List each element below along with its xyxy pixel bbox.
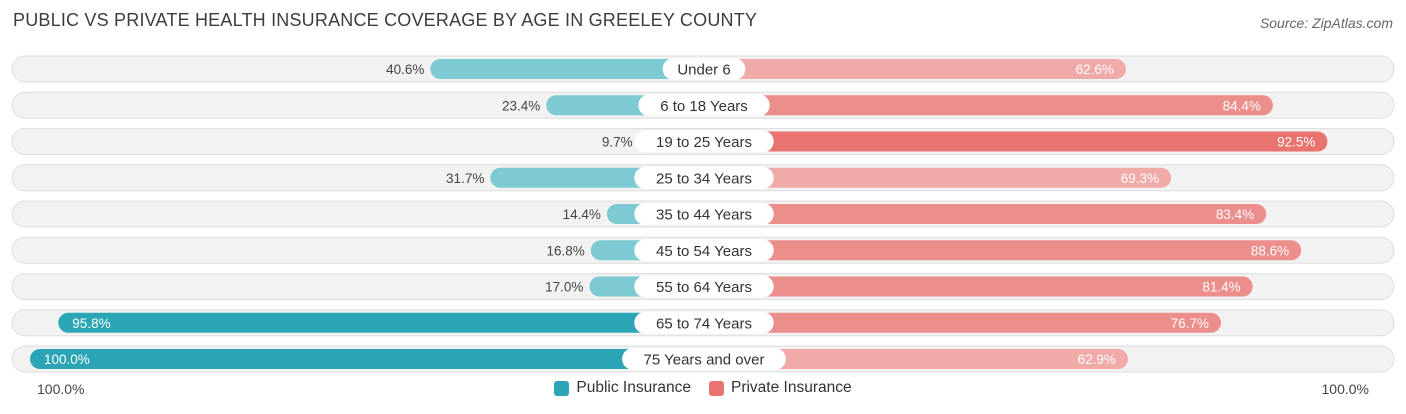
public-value-label: 17.0% (545, 280, 583, 295)
private-value-label: 88.6% (1251, 243, 1289, 258)
category-label: 55 to 64 Years (656, 279, 752, 296)
chart-title: PUBLIC VS PRIVATE HEALTH INSURANCE COVER… (13, 10, 758, 30)
public-value-label: 16.8% (546, 243, 584, 258)
category-label: 25 to 34 Years (656, 170, 752, 187)
private-value-label: 76.7% (1171, 316, 1209, 331)
private-bar (704, 204, 1267, 224)
public-bar (30, 349, 704, 369)
legend-swatch-public (554, 380, 570, 396)
legend-item-public[interactable]: Public Insurance (554, 379, 691, 397)
category-label: 45 to 54 Years (656, 243, 752, 260)
private-value-label: 62.9% (1078, 352, 1116, 367)
chart-svg: 40.6% 62.6% Under 6 23.4% 84.4% 6 to 18 Years… (11, 55, 1395, 373)
category-label: 75 Years and over (644, 352, 765, 369)
public-value-label: 40.6% (386, 62, 424, 77)
category-label: 19 to 25 Years (656, 134, 752, 151)
private-value-label: 69.3% (1121, 171, 1159, 186)
private-value-label: 92.5% (1277, 135, 1315, 150)
category-pill (662, 58, 746, 80)
private-value-label: 81.4% (1202, 280, 1240, 295)
private-value-label: 84.4% (1223, 98, 1261, 113)
category-pill (634, 275, 774, 298)
private-bar (704, 276, 1253, 297)
private-value-label: 62.6% (1076, 62, 1114, 77)
category-pill (634, 239, 774, 262)
private-bar (704, 312, 1221, 333)
private-bar (704, 240, 1302, 261)
public-bar (58, 312, 705, 333)
category-pill (634, 311, 774, 334)
private-value-label: 83.4% (1216, 207, 1254, 222)
private-bar (704, 167, 1172, 188)
public-value-label: 31.7% (446, 171, 484, 186)
category-pill (634, 166, 774, 189)
private-bar (704, 59, 1126, 79)
axis-right-label: 100.0% (1321, 381, 1369, 397)
category-pill (622, 348, 786, 370)
axis-left-label: 100.0% (37, 381, 85, 397)
category-pill (634, 130, 774, 153)
legend: Public Insurance Private Insurance (0, 379, 1406, 397)
public-value-label: 9.7% (602, 135, 633, 150)
category-pill (634, 203, 774, 225)
category-label: Under 6 (677, 62, 730, 79)
legend-item-private[interactable]: Private Insurance (708, 379, 852, 397)
category-label: 35 to 44 Years (656, 207, 752, 224)
legend-swatch-private (708, 380, 724, 396)
private-bar (704, 131, 1328, 152)
public-value-label: 95.8% (72, 316, 110, 331)
private-bar (704, 349, 1128, 369)
private-bar (704, 95, 1273, 116)
public-value-label: 23.4% (502, 98, 540, 113)
legend-label-private: Private Insurance (730, 379, 852, 396)
category-label: 65 to 74 Years (656, 315, 752, 332)
category-pill (638, 94, 770, 117)
public-bar (430, 59, 704, 79)
public-value-label: 100.0% (44, 352, 90, 367)
source-label: Source: ZipAtlas.com (1259, 15, 1393, 31)
legend-label-public: Public Insurance (576, 379, 691, 396)
category-label: 6 to 18 Years (660, 98, 748, 115)
public-value-label: 14.4% (563, 207, 601, 222)
